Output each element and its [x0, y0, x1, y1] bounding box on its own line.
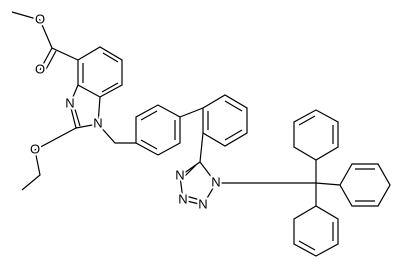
atom-label: N — [198, 196, 207, 211]
atom-label: N — [211, 174, 220, 189]
atom-label: O — [35, 11, 45, 26]
atom-label: O — [30, 141, 40, 156]
atom-labels: O O N N O N N N N — [28, 9, 223, 213]
atom-label: O — [35, 61, 45, 76]
atom-label: N — [93, 115, 102, 130]
atom-label: N — [178, 191, 187, 206]
atom-label: N — [65, 95, 74, 110]
bonds — [11, 11, 391, 257]
atom-label: N — [175, 167, 184, 182]
